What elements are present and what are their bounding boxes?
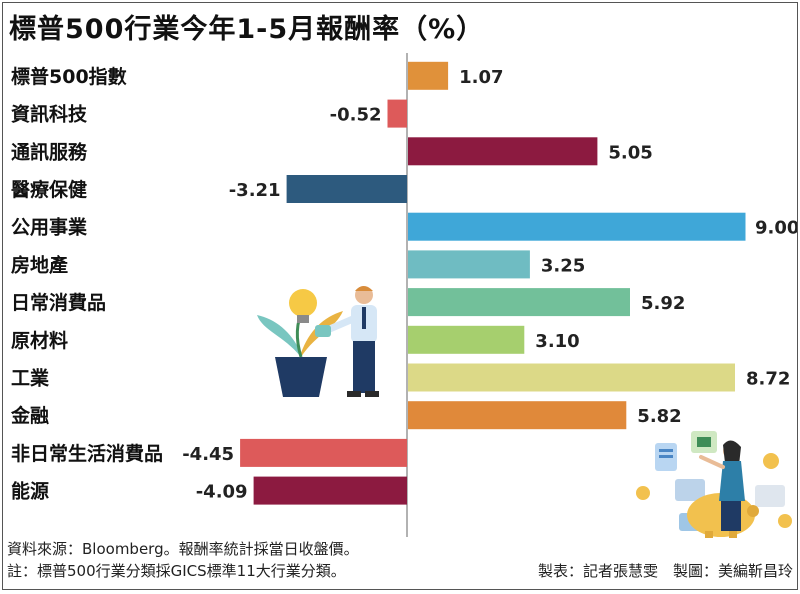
value-label-0: 1.07	[459, 67, 503, 88]
category-label-3: 醫療保健	[11, 178, 87, 201]
bar-chart: 標普500指數 1.07 資訊科技 -0.52 通訊服務 5.05 醫療保健 -3.21 公用事…	[3, 53, 798, 538]
value-label-5: 3.25	[541, 255, 585, 276]
woman-piggy-bank-icon	[636, 431, 792, 538]
classification-note: 註：標普500行業分類採GICS標準11大行業分類。	[7, 562, 346, 580]
bar-0	[408, 61, 449, 90]
category-label-11: 能源	[11, 480, 49, 503]
bar-4	[408, 212, 746, 241]
value-label-11: -4.09	[196, 482, 248, 503]
category-label-2: 通訊服務	[11, 140, 88, 163]
bar-5	[408, 250, 530, 279]
bar-8	[408, 363, 735, 392]
category-label-8: 工業	[11, 367, 50, 390]
bar-7	[408, 325, 525, 354]
chart-title: 標普500行業今年1-5月報酬率（%）	[9, 14, 485, 45]
chart-footer: 資料來源：Bloomberg。報酬率統計採當日收盤價。 註：標普500行業分類採…	[7, 538, 793, 582]
value-label-2: 5.05	[608, 142, 652, 163]
category-label-9: 金融	[10, 404, 49, 427]
category-label-6: 日常消費品	[11, 291, 106, 314]
bar-1	[387, 99, 407, 128]
category-label-1: 資訊科技	[11, 103, 88, 126]
category-label-10: 非日常生活消費品	[11, 442, 163, 465]
value-label-1: -0.52	[330, 105, 382, 126]
category-label-7: 原材料	[11, 329, 68, 352]
value-label-8: 8.72	[746, 369, 790, 390]
bar-11	[253, 476, 407, 505]
bar-9	[408, 401, 627, 430]
value-label-4: 9.00	[755, 218, 798, 239]
category-label-0: 標普500指數	[11, 65, 127, 88]
bar-3	[286, 175, 407, 203]
value-label-10: -4.45	[182, 444, 234, 465]
value-label-6: 5.92	[641, 293, 685, 314]
value-label-3: -3.21	[229, 180, 281, 201]
source-note: 資料來源：Bloomberg。報酬率統計採當日收盤價。	[7, 540, 359, 558]
businessman-watering-plant-icon	[257, 286, 379, 397]
value-label-9: 5.82	[637, 406, 681, 427]
bar-6	[408, 288, 630, 317]
credit-note: 製表：記者張慧雯 製圖：美編靳昌玲	[537, 562, 793, 580]
category-label-5: 房地產	[11, 253, 68, 276]
category-label-4: 公用事業	[11, 216, 88, 239]
bars-layer: 標普500指數 1.07 資訊科技 -0.52 通訊服務 5.05 醫療保健 -3.21 公用事…	[3, 53, 798, 537]
bar-2	[408, 137, 598, 166]
value-label-7: 3.10	[535, 331, 579, 352]
bar-10	[240, 438, 407, 467]
